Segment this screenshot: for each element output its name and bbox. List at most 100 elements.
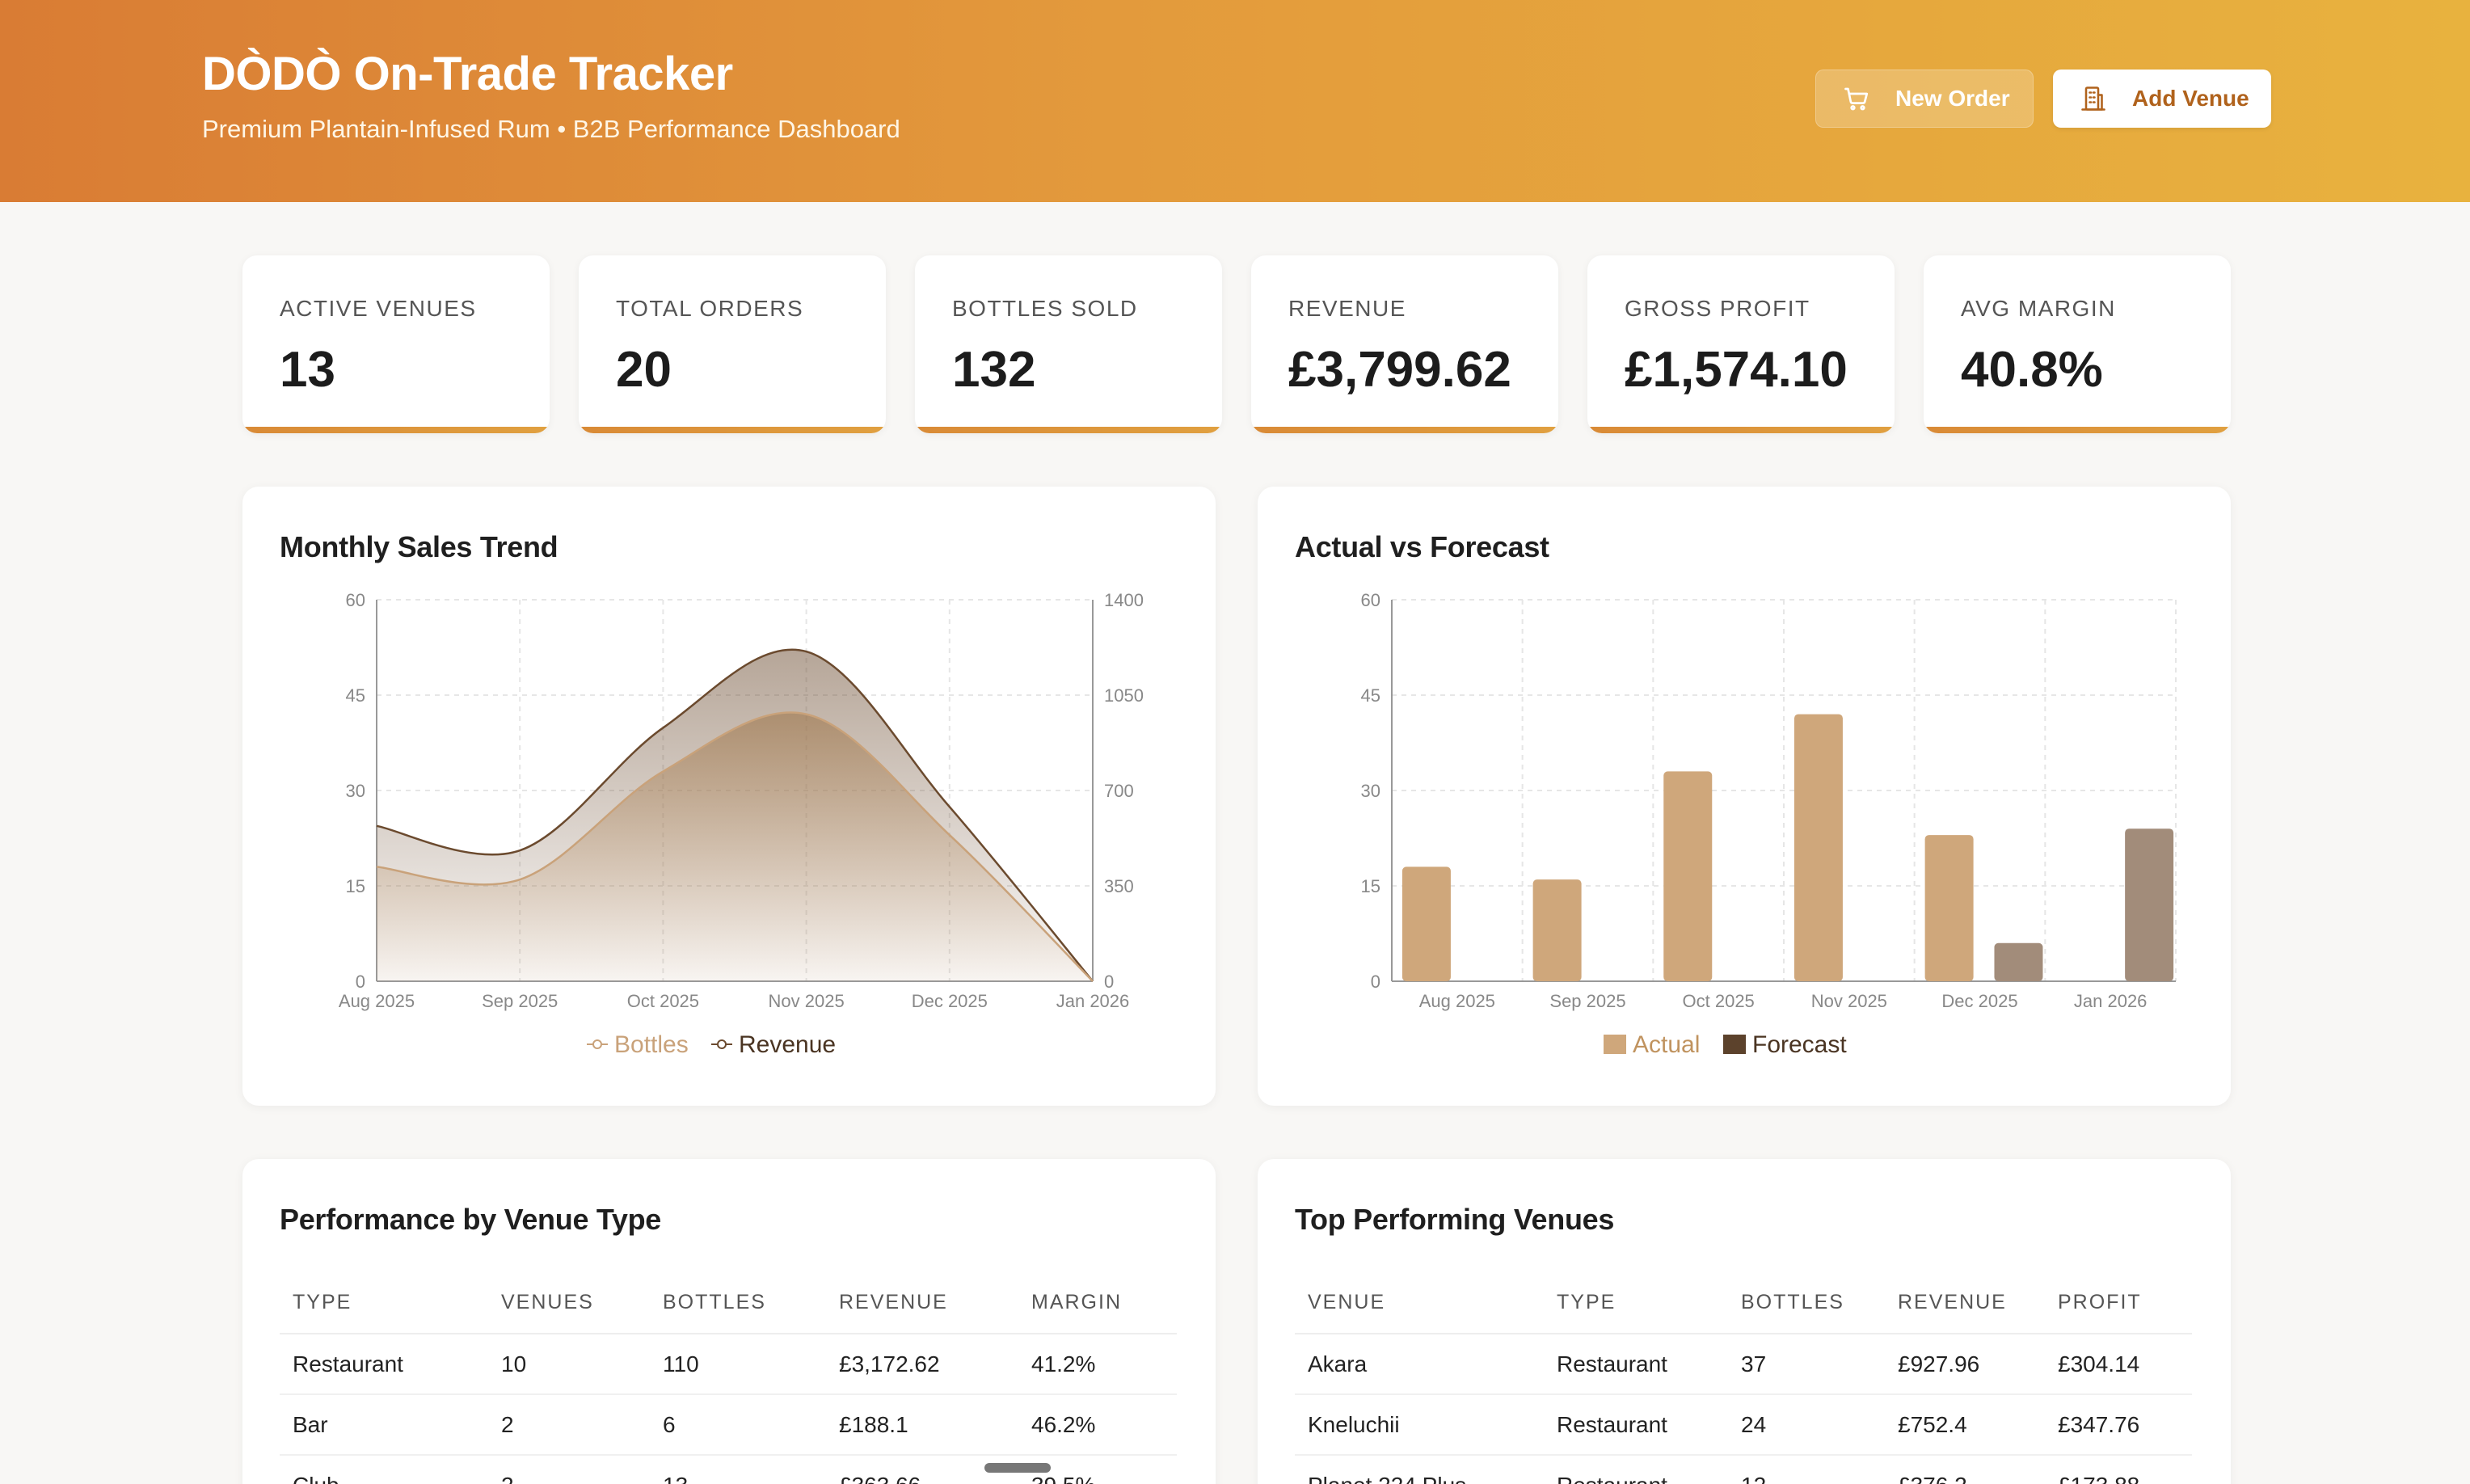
cell: Akara bbox=[1295, 1334, 1544, 1395]
cell: 39.5% bbox=[1018, 1455, 1177, 1484]
table-row[interactable]: Bar 2 6 £188.1 46.2% bbox=[280, 1394, 1177, 1456]
cell: 12 bbox=[1728, 1455, 1885, 1484]
column-header[interactable]: MARGIN bbox=[1018, 1272, 1177, 1334]
kpi-value: £1,574.10 bbox=[1625, 342, 1848, 398]
add-venue-button[interactable]: Add Venue bbox=[2053, 70, 2271, 128]
table-row[interactable]: Club 2 13 £363.66 39.5% bbox=[280, 1455, 1177, 1484]
scrollbar-thumb[interactable] bbox=[984, 1463, 1051, 1473]
actual-bar bbox=[1532, 879, 1582, 981]
kpi-label: AVG MARGIN bbox=[1961, 296, 2116, 321]
add-venue-label: Add Venue bbox=[2132, 86, 2249, 111]
table-row[interactable]: Akara Restaurant 37 £927.96 £304.14 bbox=[1295, 1334, 2192, 1395]
table-row[interactable]: Planet 224 Plus Restaurant 12 £376.2 £17… bbox=[1295, 1455, 2192, 1484]
page-title: DÒDÒ On-Trade Tracker bbox=[202, 48, 733, 100]
table-header-row: VENUE TYPE BOTTLES REVENUE PROFIT bbox=[1295, 1272, 2192, 1334]
chart-legend: Actual Forecast bbox=[1604, 1031, 1847, 1058]
column-header[interactable]: VENUE bbox=[1295, 1272, 1544, 1334]
cell: Kneluchii bbox=[1295, 1394, 1544, 1456]
column-header[interactable]: VENUES bbox=[488, 1272, 650, 1334]
cell: 24 bbox=[1728, 1394, 1885, 1456]
y-tick-label: 0 bbox=[356, 972, 365, 992]
building-icon bbox=[2079, 84, 2108, 113]
legend-label-bottles: Bottles bbox=[614, 1031, 689, 1058]
cell: Restaurant bbox=[1544, 1334, 1728, 1395]
new-order-label: New Order bbox=[1895, 86, 2010, 111]
cell: 46.2% bbox=[1018, 1394, 1177, 1456]
cell: Restaurant bbox=[1544, 1394, 1728, 1456]
legend-swatch-actual bbox=[1604, 1035, 1626, 1054]
new-order-button[interactable]: New Order bbox=[1815, 70, 2034, 128]
legend-swatch-forecast bbox=[1723, 1035, 1746, 1054]
cell: 10 bbox=[488, 1334, 650, 1395]
forecast-card: Actual vs Forecast 0 15 30 45 60 Aug 2025 Sep … bbox=[1258, 487, 2231, 1106]
kpi-card-gross-profit: GROSS PROFIT £1,574.10 bbox=[1587, 255, 1895, 433]
page-header: DÒDÒ On-Trade Tracker Premium Plantain-I… bbox=[0, 0, 2470, 202]
x-tick-label: Nov 2025 bbox=[1811, 991, 1887, 1011]
actual-bar bbox=[1793, 714, 1843, 981]
y2-tick-label: 0 bbox=[1104, 972, 1114, 992]
forecast-bar bbox=[1994, 942, 2043, 981]
legend-label-revenue: Revenue bbox=[739, 1031, 836, 1058]
cell: Club bbox=[280, 1455, 488, 1484]
bottles-area bbox=[377, 712, 1093, 981]
y-tick-label: 0 bbox=[1371, 972, 1380, 992]
x-tick-label: Jan 2026 bbox=[2074, 991, 2148, 1011]
bottles-line bbox=[376, 711, 1094, 982]
cell: £188.1 bbox=[826, 1394, 1018, 1456]
cell: 2 bbox=[488, 1394, 650, 1456]
cell: £304.14 bbox=[2045, 1334, 2192, 1395]
monthly-sales-title: Monthly Sales Trend bbox=[280, 530, 558, 563]
monthly-sales-chart: 0 15 30 45 60 0 350 700 1050 1400 Aug 2025 Sep 2025… bbox=[339, 590, 1144, 1058]
cell: Planet 224 Plus bbox=[1295, 1455, 1544, 1484]
y2-tick-label: 700 bbox=[1104, 781, 1134, 801]
column-header[interactable]: REVENUE bbox=[826, 1272, 1018, 1334]
cell: 6 bbox=[650, 1394, 826, 1456]
table-row[interactable]: Restaurant 10 110 £3,172.62 41.2% bbox=[280, 1334, 1177, 1395]
venue-type-title: Performance by Venue Type bbox=[280, 1203, 662, 1236]
kpi-card-active-venues: ACTIVE VENUES 13 bbox=[242, 255, 550, 433]
kpi-accent-bar bbox=[1924, 427, 2231, 433]
kpi-card-total-orders: TOTAL ORDERS 20 bbox=[579, 255, 886, 433]
page-subtitle: Premium Plantain-Infused Rum • B2B Perfo… bbox=[202, 115, 900, 143]
cell: 41.2% bbox=[1018, 1334, 1177, 1395]
table-row[interactable]: Kneluchii Restaurant 24 £752.4 £347.76 bbox=[1295, 1394, 2192, 1456]
actual-bar bbox=[1924, 835, 1974, 981]
y-tick-label: 60 bbox=[1361, 590, 1380, 610]
cell: £752.4 bbox=[1885, 1394, 2045, 1456]
forecast-bar bbox=[2125, 828, 2174, 981]
cart-icon bbox=[1842, 84, 1871, 113]
kpi-accent-bar bbox=[1251, 427, 1558, 433]
chart-legend: Bottles Revenue bbox=[587, 1031, 836, 1058]
kpi-accent-bar bbox=[915, 427, 1222, 433]
legend-marker-bottles bbox=[592, 1039, 602, 1049]
top-venues-table: VENUE TYPE BOTTLES REVENUE PROFIT Akara … bbox=[1295, 1272, 2192, 1484]
kpi-card-revenue: REVENUE £3,799.62 bbox=[1251, 255, 1558, 433]
actual-bar bbox=[1401, 866, 1451, 981]
column-header[interactable]: TYPE bbox=[280, 1272, 488, 1334]
x-tick-label: Oct 2025 bbox=[627, 991, 699, 1011]
cell: Restaurant bbox=[1544, 1455, 1728, 1484]
kpi-value: 13 bbox=[280, 342, 335, 398]
cell: £347.76 bbox=[2045, 1394, 2192, 1456]
kpi-card-avg-margin: AVG MARGIN 40.8% bbox=[1924, 255, 2231, 433]
column-header[interactable]: REVENUE bbox=[1885, 1272, 2045, 1334]
revenue-line bbox=[376, 648, 1094, 982]
y-tick-label: 15 bbox=[346, 876, 365, 896]
column-header[interactable]: BOTTLES bbox=[650, 1272, 826, 1334]
x-tick-label: Aug 2025 bbox=[1419, 991, 1495, 1011]
venue-type-card: Performance by Venue Type TYPE VENUES BO… bbox=[242, 1159, 1216, 1484]
column-header[interactable]: BOTTLES bbox=[1728, 1272, 1885, 1334]
kpi-accent-bar bbox=[1587, 427, 1895, 433]
x-tick-label: Oct 2025 bbox=[1683, 991, 1755, 1011]
monthly-sales-card: Monthly Sales Trend 0 15 30 45 60 0 350 700 1050… bbox=[242, 487, 1216, 1106]
legend-label-actual: Actual bbox=[1633, 1031, 1700, 1058]
legend-label-forecast: Forecast bbox=[1752, 1031, 1847, 1058]
column-header[interactable]: TYPE bbox=[1544, 1272, 1728, 1334]
x-tick-label: Jan 2026 bbox=[1056, 991, 1130, 1011]
y-tick-label: 30 bbox=[1361, 781, 1380, 801]
column-header[interactable]: PROFIT bbox=[2045, 1272, 2192, 1334]
cell: 37 bbox=[1728, 1334, 1885, 1395]
legend-marker-revenue bbox=[717, 1039, 727, 1049]
cell: 110 bbox=[650, 1334, 826, 1395]
cell: £376.2 bbox=[1885, 1455, 2045, 1484]
